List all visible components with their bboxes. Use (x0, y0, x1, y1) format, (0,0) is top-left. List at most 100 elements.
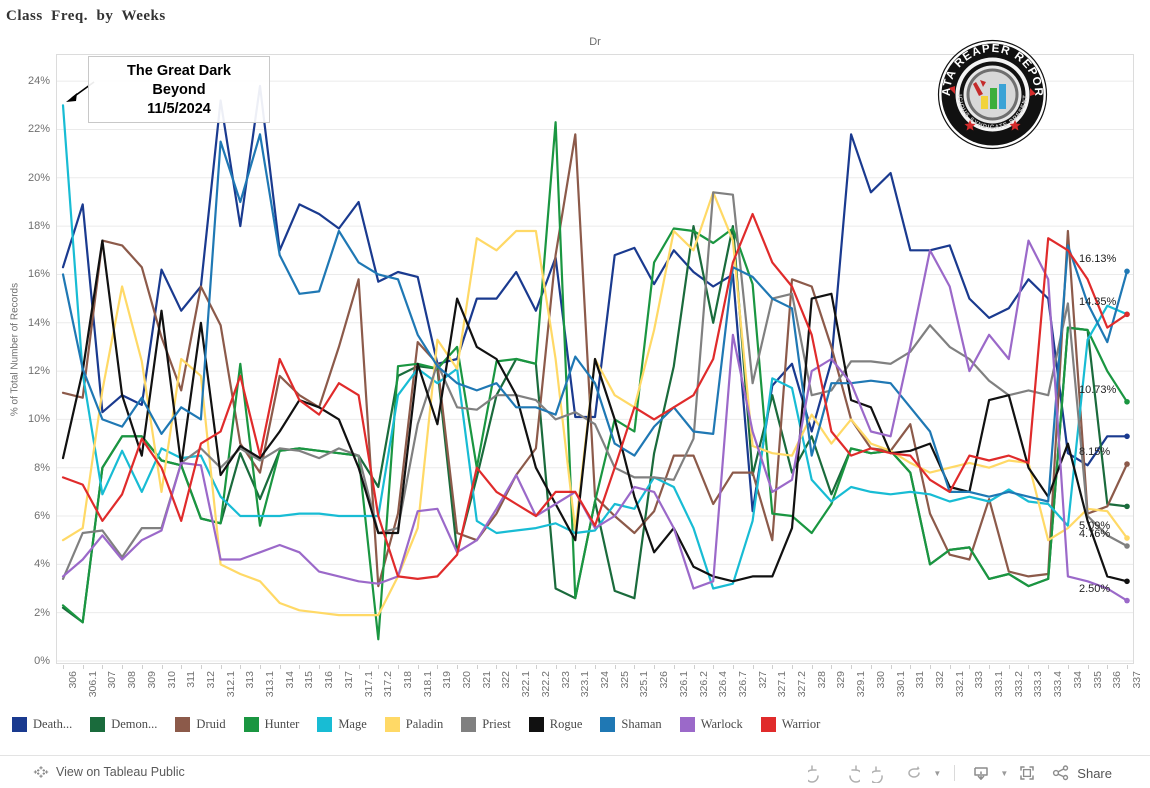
download-dropdown-caret[interactable]: ▼ (1000, 768, 1009, 778)
legend-color-swatch[interactable] (317, 716, 333, 732)
legend-color-swatch[interactable] (90, 716, 106, 732)
x-axis-tick-mark (713, 665, 715, 669)
x-axis-tick-label: 318 (401, 671, 414, 689)
series-line[interactable] (61, 133, 1129, 503)
x-axis-tick-mark (693, 665, 695, 669)
x-axis-tick-mark (969, 665, 971, 669)
x-axis-tick-label: 322 (500, 671, 513, 689)
refresh-dropdown-caret[interactable]: ▼ (933, 768, 942, 778)
share-button[interactable]: Share (1051, 763, 1112, 783)
legend-color-swatch[interactable] (760, 716, 776, 732)
x-axis-tick-label: 333 (973, 671, 986, 689)
x-axis-tick-label: 327.1 (776, 671, 789, 698)
legend-item[interactable]: Paladin (384, 716, 443, 732)
x-axis-tick-label: 322.1 (520, 671, 533, 698)
x-axis-tick-label: 315 (303, 671, 316, 689)
view-on-tableau-public-link[interactable]: View on Tableau Public (33, 764, 185, 780)
fullscreen-icon (1020, 766, 1035, 780)
x-axis-tick-mark (555, 665, 557, 669)
x-axis-tick-mark (575, 665, 577, 669)
series-endpoint-dot[interactable] (1124, 461, 1130, 467)
legend-color-swatch[interactable] (175, 716, 191, 732)
annotation-callout[interactable]: The Great Dark Beyond 11/5/2024 (88, 56, 270, 123)
legend-item[interactable]: Warlock (679, 716, 743, 732)
series-endpoint-dot[interactable] (1124, 597, 1130, 604)
series-line[interactable] (61, 84, 1129, 513)
y-axis-tick-label: 22% (27, 123, 50, 136)
series-endpoint-dot[interactable] (1124, 311, 1130, 318)
page-title: Class Freq. by Weeks (6, 8, 166, 24)
fullscreen-button[interactable] (1011, 761, 1043, 785)
redo-icon (849, 765, 861, 783)
legend-item[interactable]: Druid (175, 716, 226, 732)
series-endpoint-dot[interactable] (1124, 503, 1130, 510)
refresh-button[interactable] (898, 761, 930, 785)
series-endpoint-dot[interactable] (1124, 543, 1130, 549)
series-endpoint-dot[interactable] (1124, 398, 1130, 405)
x-axis-tick-label: 325 (618, 671, 631, 689)
x-axis-tick-label: 316 (323, 671, 336, 689)
x-axis-tick-label: 330.1 (894, 671, 907, 698)
series-line[interactable] (61, 104, 1129, 590)
series-endpoint-dot[interactable] (1124, 433, 1130, 440)
legend-item-label: Demon... (111, 716, 158, 731)
legend-item[interactable]: Priest (461, 716, 511, 732)
series-endpoint-dot[interactable] (1124, 578, 1130, 585)
x-axis-tick-mark (949, 665, 951, 669)
legend-item[interactable]: Shaman (600, 716, 662, 732)
x-axis-tick-label: 337 (1131, 671, 1143, 689)
x-axis-tick-label: 310 (165, 671, 178, 689)
endpoint-data-label: 14.35% (1079, 296, 1117, 309)
series-line[interactable] (61, 133, 1129, 588)
revert-button[interactable] (866, 761, 898, 785)
x-axis-tick-mark (378, 665, 380, 669)
legend-color-swatch[interactable] (384, 716, 400, 732)
series-endpoint-dot[interactable] (1124, 535, 1130, 541)
series-line[interactable] (61, 239, 1129, 602)
series-endpoint-dot[interactable] (1124, 268, 1130, 275)
legend-color-swatch[interactable] (528, 716, 544, 732)
x-axis-tick-mark (752, 665, 754, 669)
legend-item[interactable]: Hunter (243, 716, 299, 732)
y-axis-tick-label: 0% (34, 655, 50, 667)
endpoint-data-label: 4.76% (1079, 527, 1111, 540)
download-button[interactable] (965, 761, 997, 785)
legend-color-swatch[interactable] (600, 716, 616, 732)
endpoint-data-label: 16.13% (1079, 253, 1117, 266)
x-axis-tick-label: 327 (756, 671, 769, 689)
download-icon (974, 767, 989, 780)
series-line[interactable] (61, 191, 1129, 617)
x-axis-tick-label: 325.1 (638, 671, 651, 698)
legend-color-swatch[interactable] (243, 716, 259, 732)
x-axis-tick-mark (1048, 665, 1050, 669)
legend-item[interactable]: Warrior (760, 716, 820, 732)
x-axis-tick-mark (614, 665, 616, 669)
endpoint-data-label: 8.15% (1079, 446, 1111, 459)
series-line[interactable] (61, 212, 1129, 581)
x-axis-tick-mark (516, 665, 518, 669)
x-axis-tick-label: 312 (204, 671, 217, 689)
x-axis-tick-mark (476, 665, 478, 669)
legend-item[interactable]: Mage (317, 716, 367, 732)
undo-icon (808, 765, 820, 783)
x-axis-tick-label: 326.4 (717, 671, 730, 698)
legend-color-swatch[interactable] (461, 716, 477, 732)
legend-color-swatch[interactable] (679, 716, 695, 732)
series-line[interactable] (61, 121, 1129, 641)
x-axis-tick-label: 308 (126, 671, 139, 689)
data-reaper-report-logo: DATA REAPER REPORT VICIOUS SYNDICATE PRE… (936, 38, 1048, 150)
legend-color-swatch[interactable] (12, 716, 27, 732)
y-axis-title: % of Total Number of Records (9, 282, 21, 417)
x-axis-tick-mark (122, 665, 124, 669)
x-axis-tick-mark (299, 665, 301, 669)
series-line[interactable] (61, 239, 1129, 583)
redo-button[interactable] (834, 761, 866, 785)
legend-item[interactable]: Rogue (528, 716, 582, 732)
x-axis-tick-label: 334 (1071, 671, 1084, 689)
legend-item[interactable]: Death... (12, 716, 72, 732)
series-line[interactable] (61, 191, 1129, 581)
share-icon (1053, 765, 1069, 781)
chart-plot-area[interactable] (56, 54, 1134, 664)
undo-button[interactable] (802, 761, 834, 785)
legend-item[interactable]: Demon... (90, 716, 158, 732)
